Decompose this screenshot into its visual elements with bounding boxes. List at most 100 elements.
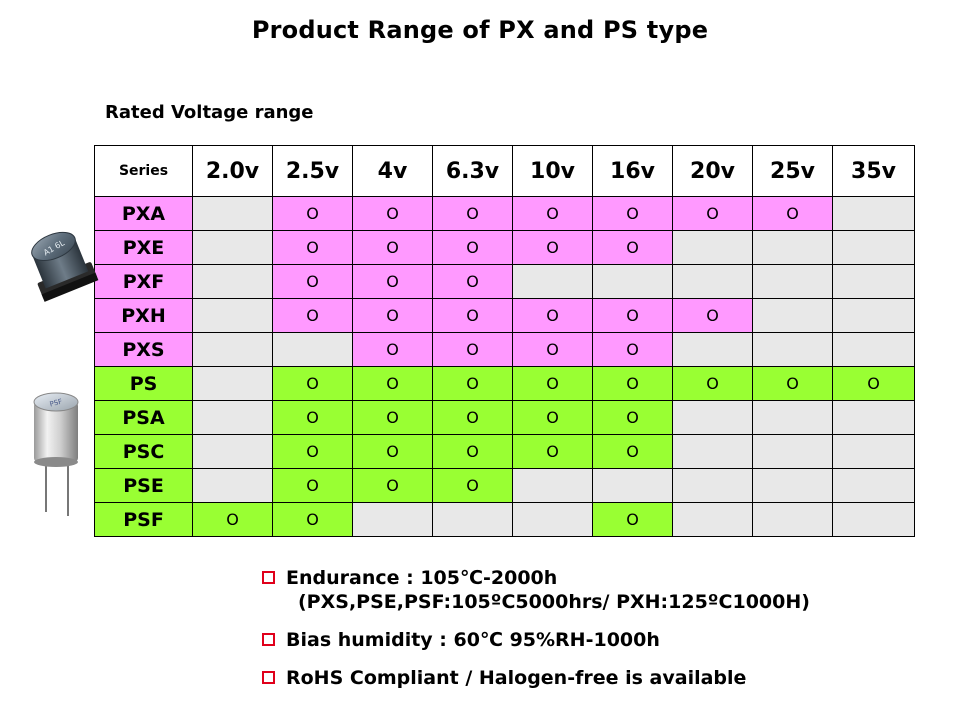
product-range-table: Series 2.0v 2.5v 4v 6.3v 10v 16v 20v 25v… bbox=[94, 145, 915, 537]
empty-cell bbox=[752, 434, 833, 469]
section-subtitle: Rated Voltage range bbox=[105, 102, 314, 123]
availability-mark-cell: O bbox=[272, 434, 353, 469]
series-name-cell: PSF bbox=[94, 502, 193, 537]
empty-cell bbox=[192, 298, 273, 333]
series-name-cell: PSA bbox=[94, 400, 193, 435]
empty-cell bbox=[352, 502, 433, 537]
rohs-text: RoHS Compliant / Halogen-free is availab… bbox=[286, 667, 747, 689]
table-row: PS O O O O O O O O bbox=[94, 366, 915, 401]
empty-cell bbox=[272, 332, 353, 367]
empty-cell bbox=[832, 230, 915, 265]
empty-cell bbox=[752, 230, 833, 265]
table-row: PXE O O O O O bbox=[94, 230, 915, 265]
availability-mark-cell: O bbox=[432, 434, 513, 469]
bullet-bias-humidity: Bias humidity : 60℃ 95%RH-1000h bbox=[262, 628, 942, 652]
empty-cell bbox=[752, 298, 833, 333]
series-name-cell: PSC bbox=[94, 434, 193, 469]
table-row: PXA O O O O O O O bbox=[94, 196, 915, 231]
availability-mark-cell: O bbox=[672, 298, 753, 333]
voltage-header: 20v bbox=[672, 145, 753, 197]
availability-mark-cell: O bbox=[432, 332, 513, 367]
series-name-cell: PS bbox=[94, 366, 193, 401]
availability-mark-cell: O bbox=[272, 196, 353, 231]
svg-text:PSF: PSF bbox=[49, 397, 63, 408]
availability-mark-cell: O bbox=[592, 366, 673, 401]
empty-cell bbox=[192, 332, 273, 367]
availability-mark-cell: O bbox=[512, 434, 593, 469]
endurance-text: Endurance : 105℃-2000h bbox=[286, 567, 558, 589]
table-row: PSF O O O bbox=[94, 502, 915, 537]
voltage-header: 6.3v bbox=[432, 145, 513, 197]
voltage-header: 16v bbox=[592, 145, 673, 197]
availability-mark-cell: O bbox=[272, 468, 353, 503]
empty-cell bbox=[672, 264, 753, 299]
availability-mark-cell: O bbox=[272, 366, 353, 401]
availability-mark-cell: O bbox=[272, 298, 353, 333]
table-row: PSE O O O bbox=[94, 468, 915, 503]
table-row: PSC O O O O O bbox=[94, 434, 915, 469]
availability-mark-cell: O bbox=[592, 434, 673, 469]
series-name-cell: PSE bbox=[94, 468, 193, 503]
empty-cell bbox=[432, 502, 513, 537]
series-column-header: Series bbox=[94, 145, 193, 197]
smd-capacitor-icon: A1 6L bbox=[31, 231, 99, 302]
availability-mark-cell: O bbox=[512, 366, 593, 401]
header-row: Series 2.0v 2.5v 4v 6.3v 10v 16v 20v 25v… bbox=[94, 145, 915, 197]
empty-cell bbox=[192, 230, 273, 265]
availability-mark-cell: O bbox=[672, 196, 753, 231]
empty-cell bbox=[672, 332, 753, 367]
table-row: PXF O O O bbox=[94, 264, 915, 299]
series-name-cell: PXE bbox=[94, 230, 193, 265]
empty-cell bbox=[832, 468, 915, 503]
voltage-header: 35v bbox=[832, 145, 915, 197]
table-body: PXA O O O O O O O PXE O O O O O PXF O O O PXH O O O O O O PXS O O O O… bbox=[94, 196, 915, 537]
availability-mark-cell: O bbox=[272, 502, 353, 537]
availability-mark-cell: O bbox=[352, 332, 433, 367]
availability-mark-cell: O bbox=[352, 298, 433, 333]
availability-mark-cell: O bbox=[192, 502, 273, 537]
empty-cell bbox=[192, 196, 273, 231]
availability-mark-cell: O bbox=[432, 230, 513, 265]
empty-cell bbox=[512, 468, 593, 503]
availability-mark-cell: O bbox=[592, 298, 673, 333]
availability-mark-cell: O bbox=[352, 264, 433, 299]
availability-mark-cell: O bbox=[272, 400, 353, 435]
table-row: PXH O O O O O O bbox=[94, 298, 915, 333]
empty-cell bbox=[752, 502, 833, 537]
voltage-header: 2.0v bbox=[192, 145, 273, 197]
empty-cell bbox=[832, 502, 915, 537]
bullet-rohs: RoHS Compliant / Halogen-free is availab… bbox=[262, 666, 942, 690]
spec-bullet-list: Endurance : 105℃-2000h (PXS,PSE,PSF:105º… bbox=[262, 566, 942, 690]
availability-mark-cell: O bbox=[272, 230, 353, 265]
availability-mark-cell: O bbox=[592, 230, 673, 265]
empty-cell bbox=[832, 196, 915, 231]
empty-cell bbox=[752, 264, 833, 299]
availability-mark-cell: O bbox=[752, 196, 833, 231]
availability-mark-cell: O bbox=[352, 468, 433, 503]
series-name-cell: PXA bbox=[94, 196, 193, 231]
bullet-square-icon bbox=[262, 633, 275, 646]
bullet-endurance: Endurance : 105℃-2000h (PXS,PSE,PSF:105º… bbox=[262, 566, 942, 614]
table-row: PSA O O O O O bbox=[94, 400, 915, 435]
empty-cell bbox=[192, 400, 273, 435]
availability-mark-cell: O bbox=[432, 196, 513, 231]
availability-mark-cell: O bbox=[512, 196, 593, 231]
empty-cell bbox=[672, 400, 753, 435]
availability-mark-cell: O bbox=[272, 264, 353, 299]
empty-cell bbox=[192, 434, 273, 469]
availability-mark-cell: O bbox=[592, 400, 673, 435]
availability-mark-cell: O bbox=[432, 400, 513, 435]
empty-cell bbox=[832, 332, 915, 367]
empty-cell bbox=[752, 468, 833, 503]
empty-cell bbox=[832, 264, 915, 299]
radial-capacitor-icon: PSF bbox=[33, 392, 79, 516]
empty-cell bbox=[672, 502, 753, 537]
voltage-header: 2.5v bbox=[272, 145, 353, 197]
empty-cell bbox=[672, 230, 753, 265]
endurance-note: (PXS,PSE,PSF:105ºC5000hrs/ PXH:125ºC1000… bbox=[298, 591, 810, 613]
empty-cell bbox=[192, 366, 273, 401]
empty-cell bbox=[672, 468, 753, 503]
empty-cell bbox=[832, 400, 915, 435]
availability-mark-cell: O bbox=[512, 230, 593, 265]
availability-mark-cell: O bbox=[672, 366, 753, 401]
